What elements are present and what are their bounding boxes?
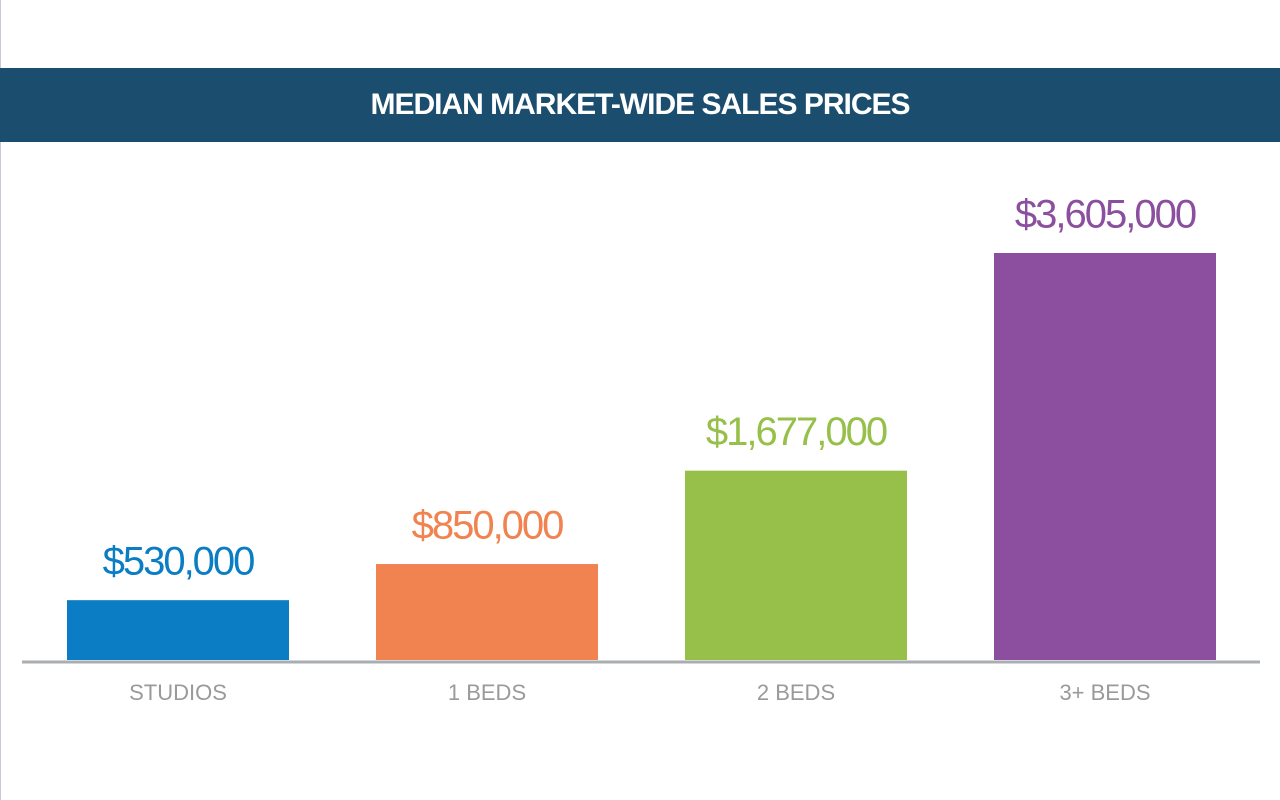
title-banner <box>0 68 1280 142</box>
bar <box>994 253 1216 660</box>
x-tick-label: 1 BEDS <box>448 680 526 705</box>
x-tick-label: 2 BEDS <box>757 680 835 705</box>
bar <box>67 600 289 660</box>
bar <box>376 564 598 660</box>
value-label: $850,000 <box>412 504 564 548</box>
bar <box>685 470 907 660</box>
x-tick-label: 3+ BEDS <box>1059 680 1150 705</box>
x-tick-label: STUDIOS <box>129 680 227 705</box>
value-label: $3,605,000 <box>1015 193 1196 237</box>
value-label: $1,677,000 <box>706 410 887 454</box>
chart-title: MEDIAN MARKET-WIDE SALES PRICES <box>370 88 909 121</box>
value-label: $530,000 <box>103 540 255 584</box>
